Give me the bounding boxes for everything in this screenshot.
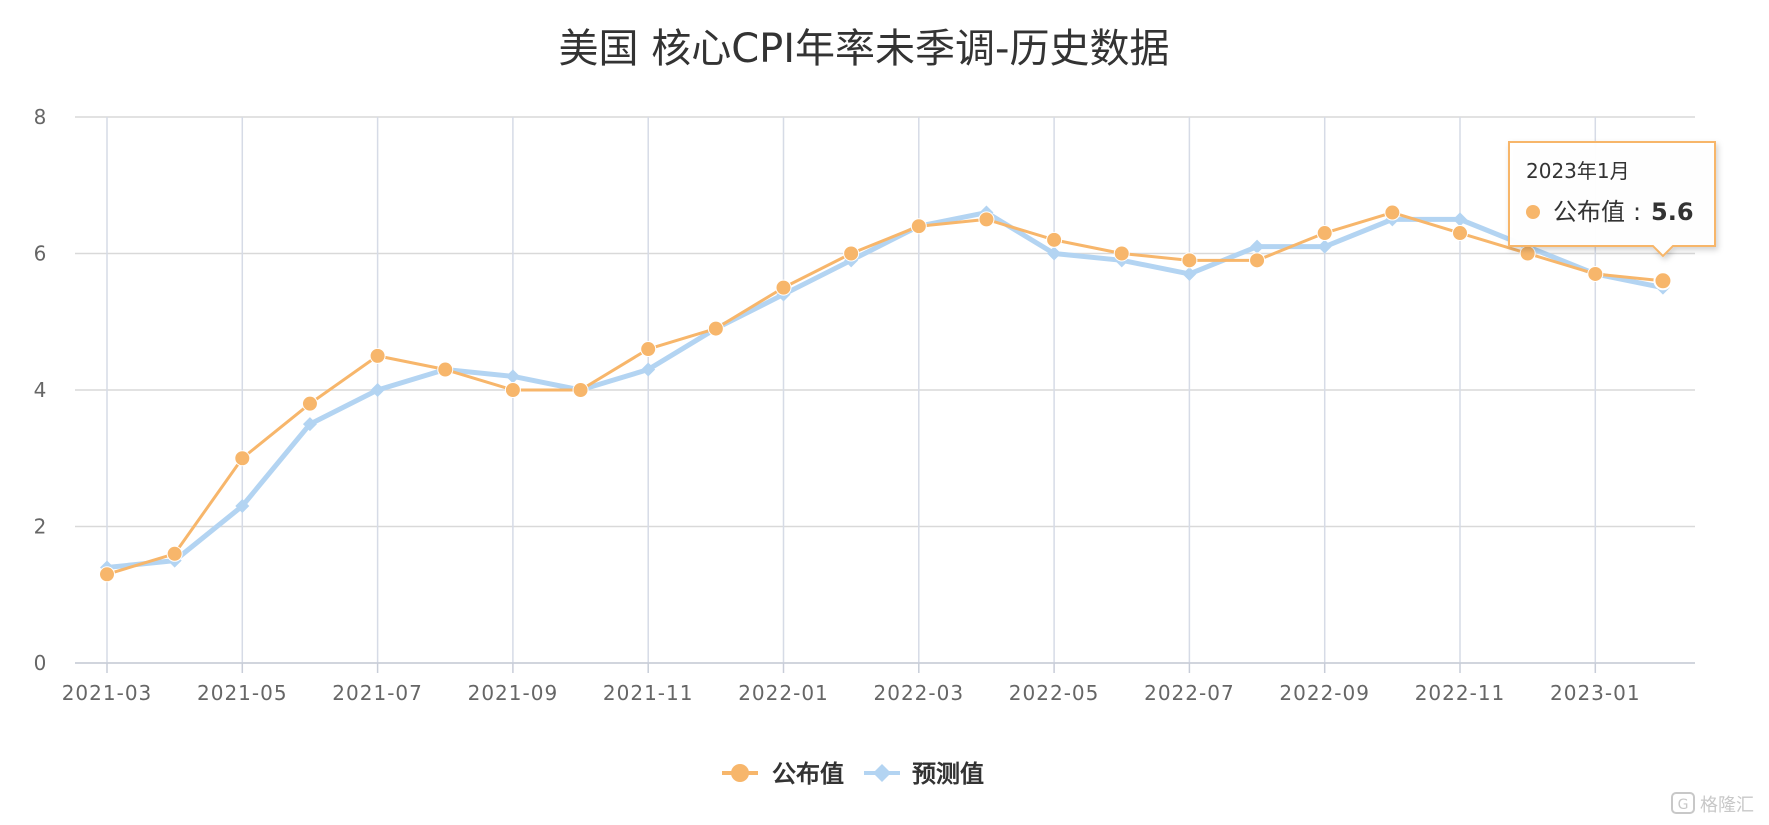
data-point-circle bbox=[843, 245, 860, 262]
data-point-diamond bbox=[1250, 239, 1265, 254]
legend-circle-icon bbox=[731, 764, 749, 782]
data-point-circle bbox=[775, 279, 792, 296]
grid bbox=[75, 116, 1695, 664]
data-point-diamond bbox=[1453, 212, 1467, 227]
data-point-circle bbox=[1384, 204, 1401, 221]
y-tick-label: 8 bbox=[34, 105, 47, 129]
y-tick-label: 0 bbox=[34, 651, 47, 675]
highlighted-point bbox=[1653, 271, 1673, 291]
data-point-diamond bbox=[1317, 239, 1332, 254]
x-tick-label: 2021-11 bbox=[603, 681, 694, 705]
legend-label: 公布值 bbox=[772, 760, 844, 788]
data-point-circle bbox=[1587, 265, 1604, 282]
data-point-circle bbox=[1519, 245, 1536, 262]
y-tick-label: 6 bbox=[34, 242, 47, 266]
data-point-circle bbox=[1181, 252, 1198, 269]
data-point-diamond bbox=[641, 362, 656, 377]
x-tick-label: 2022-07 bbox=[1144, 681, 1235, 705]
data-point-circle bbox=[301, 395, 318, 412]
x-tick-label: 2022-05 bbox=[1009, 681, 1100, 705]
axes: 0 2 4 6 8 2021-03 2021-05 2021-07 2021-09 2021-11… bbox=[34, 105, 1695, 705]
data-point-diamond bbox=[302, 417, 317, 432]
data-point-circle bbox=[572, 382, 589, 398]
x-tick-label: 2021-03 bbox=[62, 681, 153, 705]
legend[interactable]: 公布值 预测值 bbox=[722, 760, 984, 788]
series-layer bbox=[99, 204, 1671, 583]
data-point-diamond bbox=[1182, 266, 1197, 281]
data-point-circle bbox=[1113, 245, 1130, 262]
data-point-circle bbox=[234, 450, 251, 467]
data-point-circle bbox=[369, 347, 386, 364]
data-point-circle bbox=[1046, 231, 1063, 248]
x-tick-label: 2022-09 bbox=[1279, 681, 1370, 705]
watermark-logo-icon bbox=[1671, 792, 1695, 814]
data-point-diamond bbox=[235, 499, 250, 514]
data-point-diamond bbox=[505, 369, 520, 384]
series-line bbox=[104, 210, 1666, 570]
series-line bbox=[105, 211, 1665, 576]
x-tick-label: 2023-01 bbox=[1550, 681, 1641, 705]
data-point-circle bbox=[910, 218, 927, 235]
tooltip-colon: : bbox=[1633, 198, 1641, 226]
data-point-circle bbox=[99, 566, 115, 583]
tooltip-value: 5.6 bbox=[1651, 198, 1694, 226]
y-tick-label: 4 bbox=[34, 378, 47, 402]
x-tick-label: 2022-11 bbox=[1415, 681, 1506, 705]
watermark-logo-glyph: G bbox=[1678, 797, 1689, 813]
legend-item-forecast[interactable]: 预测值 bbox=[864, 760, 984, 788]
data-point-diamond bbox=[1047, 246, 1062, 261]
tooltip-marker-icon bbox=[1526, 205, 1540, 219]
y-tick-label: 2 bbox=[34, 515, 47, 539]
watermark-text: 格隆汇 bbox=[1700, 795, 1754, 816]
x-tick-label: 2021-05 bbox=[197, 681, 288, 705]
series-published bbox=[99, 204, 1671, 583]
data-point-circle bbox=[504, 382, 521, 398]
x-tick-label: 2021-07 bbox=[332, 681, 423, 705]
data-point-circle bbox=[978, 211, 995, 228]
data-point-circle bbox=[437, 361, 454, 378]
watermark: G 格隆汇 bbox=[1671, 792, 1754, 816]
data-point-circle bbox=[707, 320, 724, 337]
data-point-circle bbox=[1249, 252, 1266, 269]
data-point-circle bbox=[166, 545, 183, 562]
legend-item-published[interactable]: 公布值 bbox=[722, 760, 844, 788]
tooltip-box bbox=[1508, 141, 1716, 258]
x-tick-label: 2022-03 bbox=[874, 681, 965, 705]
legend-diamond-icon bbox=[873, 764, 891, 782]
data-point-circle bbox=[1316, 225, 1333, 242]
x-tick-label: 2022-01 bbox=[738, 681, 829, 705]
data-point-diamond bbox=[370, 383, 385, 397]
legend-label: 预测值 bbox=[912, 760, 984, 788]
tooltip-series-name: 公布值 bbox=[1553, 198, 1625, 226]
data-point-circle bbox=[640, 341, 657, 358]
tooltip-date: 2023年1月 bbox=[1526, 159, 1630, 183]
x-tick-label: 2021-09 bbox=[468, 681, 559, 705]
data-point-circle bbox=[1452, 225, 1468, 242]
chart-title: 美国 核心CPI年率未季调-历史数据 bbox=[559, 26, 1170, 72]
